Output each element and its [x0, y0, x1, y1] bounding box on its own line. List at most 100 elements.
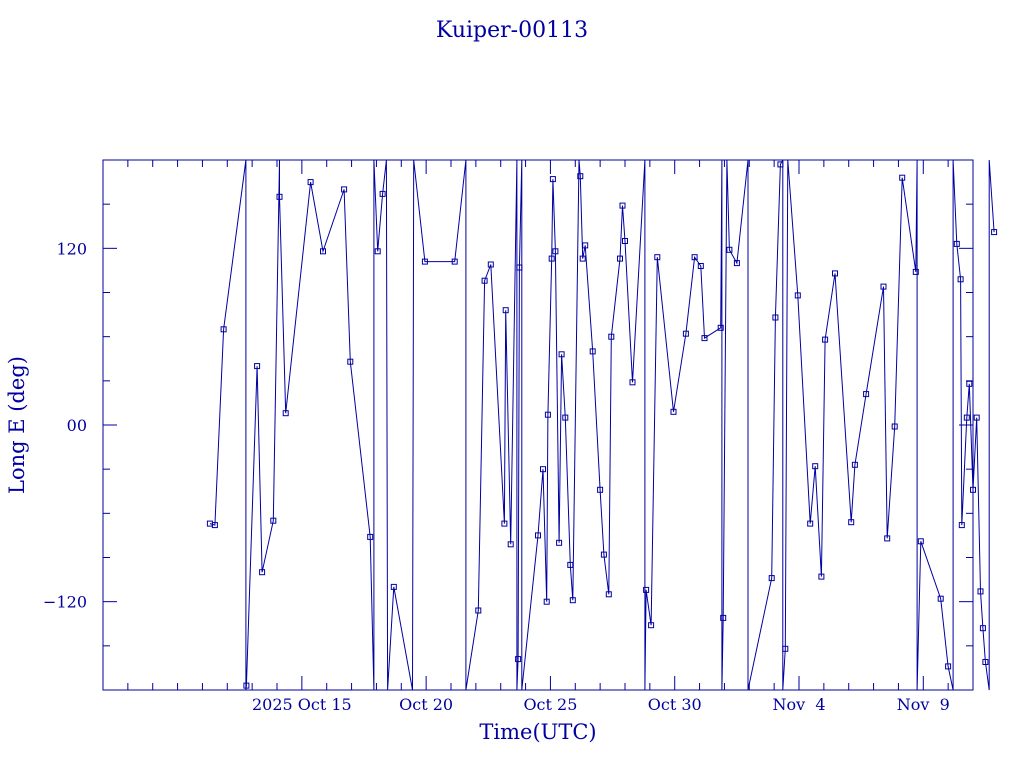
data-point — [768, 575, 775, 582]
data-point — [777, 161, 784, 168]
data-point — [643, 586, 650, 593]
data-point — [507, 541, 514, 548]
data-point — [654, 254, 661, 261]
x-axis-label: Time(UTC) — [479, 720, 596, 744]
data-point — [720, 614, 727, 621]
data-point — [807, 520, 814, 527]
data-point — [556, 539, 563, 546]
data-point — [619, 202, 626, 209]
data-point — [977, 588, 984, 595]
data-point — [540, 466, 546, 473]
data-point — [320, 248, 326, 255]
x-tick-label: Oct 25 — [523, 695, 577, 714]
data-point — [211, 522, 218, 529]
data-point — [543, 598, 550, 605]
data-point — [818, 573, 825, 580]
y-tick-label: 00 — [67, 416, 87, 435]
data-point — [991, 229, 998, 236]
data-point — [958, 522, 965, 529]
data-point — [670, 408, 677, 415]
x-tick-label: Nov 4 — [772, 695, 825, 714]
data-point — [367, 533, 374, 540]
data-point — [917, 538, 924, 545]
data-point — [481, 277, 488, 284]
data-point — [812, 463, 819, 470]
data-point — [622, 238, 628, 244]
tick-labels: 2025 Oct 15 Oct 20 Oct 25 Oct 30 Nov 4 Nov 9 −… — [43, 239, 950, 714]
data-point — [254, 363, 261, 370]
data-point — [880, 283, 887, 290]
data-point — [648, 622, 655, 629]
data-point — [979, 625, 986, 632]
data-point — [544, 411, 551, 418]
data-point — [912, 268, 919, 275]
data-point — [682, 330, 689, 337]
data-point — [577, 173, 584, 180]
data-point — [582, 242, 589, 249]
chart-title: Kuiper-00113 — [436, 18, 588, 43]
data-point — [282, 410, 289, 417]
data-point — [945, 663, 952, 670]
data-point — [782, 645, 789, 652]
y-tick-label: 120 — [56, 239, 87, 258]
x-tick-label: Oct 20 — [399, 695, 453, 714]
data-point — [899, 174, 906, 181]
data-point — [516, 264, 523, 271]
y-tick-label: −120 — [43, 593, 87, 612]
series-group — [206, 159, 998, 691]
series-line — [209, 159, 995, 691]
data-point — [726, 246, 733, 253]
x-tick-label: 2025 Oct 15 — [252, 695, 352, 714]
data-point — [451, 258, 458, 265]
axis-ticks — [102, 159, 974, 691]
data-point — [832, 270, 838, 277]
data-point — [567, 561, 574, 568]
data-point — [549, 176, 556, 183]
data-point — [600, 551, 607, 558]
data-point — [347, 358, 354, 365]
data-point — [973, 414, 980, 421]
data-point — [851, 461, 858, 468]
data-point — [558, 351, 565, 358]
data-point — [259, 569, 266, 576]
data-point — [629, 379, 636, 386]
data-point — [982, 659, 989, 665]
plot-frame — [102, 159, 974, 691]
data-point — [891, 423, 898, 430]
data-point — [487, 261, 494, 268]
data-point — [966, 380, 973, 387]
data-point — [307, 179, 314, 186]
data-point — [822, 336, 829, 343]
data-point — [501, 520, 508, 527]
data-point — [243, 682, 250, 689]
data-point — [957, 276, 964, 283]
x-tick-label: Oct 30 — [648, 695, 702, 714]
data-point — [937, 595, 944, 602]
data-point — [535, 532, 541, 539]
data-point — [794, 292, 801, 299]
data-point — [772, 314, 779, 321]
data-point — [691, 254, 698, 261]
data-point — [701, 335, 708, 342]
data-point — [589, 348, 596, 355]
data-point — [953, 240, 960, 247]
data-point — [502, 307, 509, 314]
data-point — [552, 248, 559, 255]
y-axis-label: Long E (deg) — [5, 356, 29, 494]
data-point — [374, 248, 381, 255]
data-point — [608, 333, 615, 340]
data-point — [697, 263, 704, 269]
data-point — [475, 607, 482, 614]
data-point — [515, 656, 522, 663]
data-point — [717, 324, 724, 331]
x-tick-label: Nov 9 — [897, 695, 950, 714]
data-point — [341, 186, 348, 193]
data-point — [605, 591, 612, 598]
data-point — [562, 414, 569, 421]
data-point — [617, 255, 623, 262]
data-point — [848, 519, 855, 526]
data-point — [579, 255, 586, 262]
data-point — [970, 486, 976, 493]
data-point — [884, 535, 891, 542]
